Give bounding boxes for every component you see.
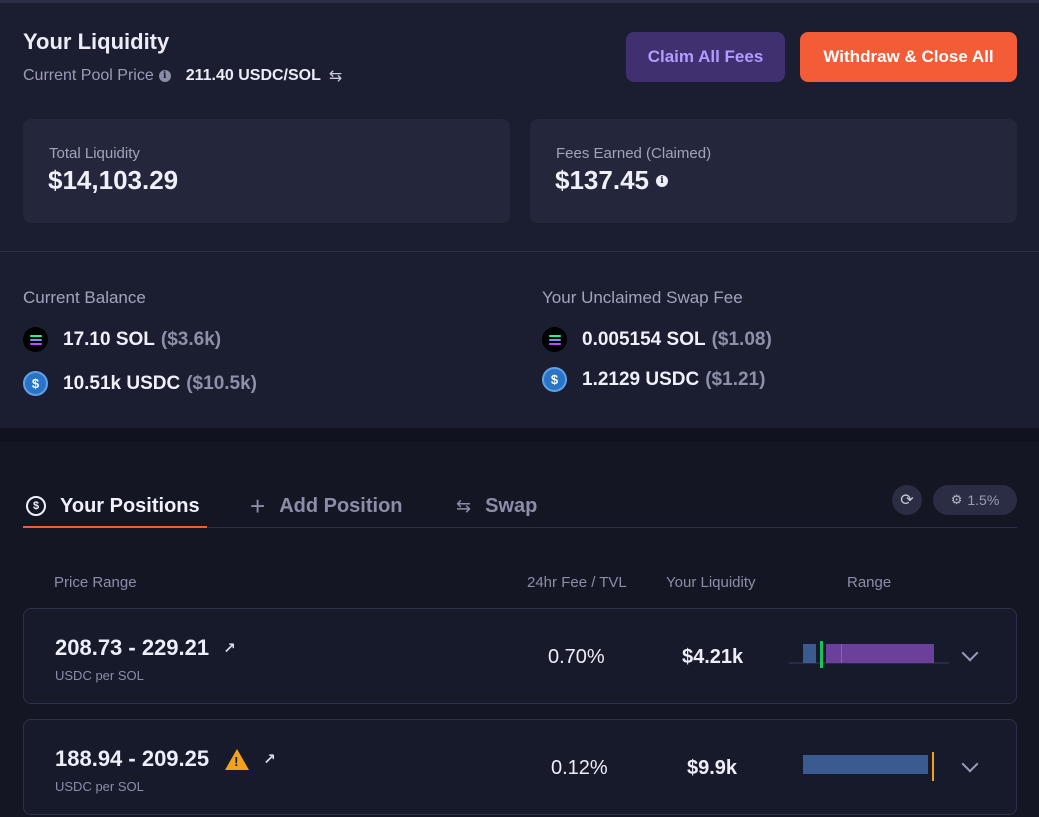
position-row[interactable]: 188.94 - 209.25 ! ↗ USDC per SOL 0.12% $… (23, 719, 1017, 815)
warning-icon: ! (225, 748, 250, 770)
balance-amount: 17.10 SOL (63, 328, 155, 350)
balance-amount: 10.51k USDC (63, 372, 181, 394)
position-liquidity: $9.9k (687, 757, 738, 779)
pool-price-label: Current Pool Price (23, 67, 154, 84)
slippage-value: 1.5% (967, 492, 1000, 508)
info-icon[interactable]: i (655, 174, 668, 187)
total-liquidity-value: $14,103.29 (48, 165, 178, 196)
sol-icon (23, 327, 48, 352)
tab-swap[interactable]: ⇆ Swap (456, 484, 537, 528)
balance-usd: ($3.6k) (160, 328, 222, 350)
unclaimed-amount: 0.005154 SOL (582, 328, 706, 350)
col-range: Range (847, 574, 892, 591)
position-unit: USDC per SOL (55, 668, 144, 683)
refresh-icon: ⟳ (900, 492, 914, 509)
fees-earned-card: Fees Earned (Claimed) $137.45 i (530, 119, 1017, 223)
liquidity-card: Your Liquidity Current Pool Price i 211.… (0, 0, 1039, 428)
position-range-value: 188.94 - 209.25 (55, 746, 210, 771)
usdc-icon: $ (23, 371, 48, 396)
balance-usd: ($10.5k) (186, 372, 258, 394)
balance-row-sol: 17.10 SOL ($3.6k) (23, 327, 221, 352)
fees-earned-value: $137.45 i (555, 165, 668, 196)
chevron-down-icon[interactable] (961, 644, 979, 662)
position-fee-tvl: 0.12% (551, 757, 608, 779)
active-tab-indicator (23, 526, 207, 528)
sol-icon (542, 327, 567, 352)
unclaimed-usd: ($1.08) (711, 328, 772, 350)
col-liquidity: Your Liquidity (666, 574, 756, 591)
tab-label: Swap (485, 494, 538, 517)
info-icon[interactable]: i (158, 70, 171, 82)
tab-label: Add Position (279, 494, 403, 517)
divider (0, 251, 1039, 252)
total-liquidity-label: Total Liquidity (49, 145, 140, 162)
fees-earned-label: Fees Earned (Claimed) (556, 145, 712, 162)
position-range: 188.94 - 209.25 ! ↗ (55, 746, 276, 772)
claim-all-fees-button[interactable]: Claim All Fees (626, 32, 785, 82)
plus-icon: + (250, 490, 266, 521)
total-liquidity-card: Total Liquidity $14,103.29 (23, 119, 510, 223)
pool-price: Current Pool Price i 211.40 USDC/SOL ⇆ (23, 66, 342, 86)
unclaimed-amount: 1.2129 USDC (582, 368, 700, 390)
chevron-down-icon[interactable] (961, 755, 979, 773)
usdc-icon: $ (542, 367, 567, 392)
total-liquidity-amount: $14,103.29 (48, 165, 179, 195)
unclaimed-fee-heading: Your Unclaimed Swap Fee (542, 288, 743, 307)
page-title: Your Liquidity (23, 29, 170, 54)
tab-your-positions[interactable]: $ Your Positions (26, 484, 200, 528)
unclaimed-row-usdc: $ 1.2129 USDC ($1.21) (542, 367, 765, 392)
position-range-value: 208.73 - 229.21 (55, 635, 210, 660)
tab-add-position[interactable]: + Add Position (250, 484, 403, 528)
external-link-icon[interactable]: ↗ (223, 640, 236, 657)
tab-label: Your Positions (60, 494, 200, 517)
external-link-icon[interactable]: ↗ (263, 751, 276, 768)
pool-price-value: 211.40 USDC/SOL (185, 67, 321, 84)
dollar-circle-icon: $ (26, 496, 46, 516)
position-row[interactable]: 208.73 - 229.21 ↗ USDC per SOL 0.70% $4.… (23, 608, 1017, 704)
swap-direction-icon[interactable]: ⇆ (328, 68, 343, 85)
position-range: 208.73 - 229.21 ↗ (55, 635, 236, 661)
slippage-button[interactable]: ⚙ 1.5% (933, 485, 1017, 515)
unclaimed-row-sol: 0.005154 SOL ($1.08) (542, 327, 772, 352)
col-fee-tvl: 24hr Fee / TVL (527, 574, 627, 591)
fees-earned-amount: $137.45 (555, 165, 649, 195)
current-balance-heading: Current Balance (23, 288, 146, 307)
balance-row-usdc: $ 10.51k USDC ($10.5k) (23, 371, 257, 396)
swap-arrows-icon: ⇆ (456, 495, 472, 516)
col-price-range: Price Range (54, 574, 137, 591)
range-bar-chart (803, 752, 934, 781)
sliders-icon: ⚙ (950, 492, 963, 507)
range-bar-chart (789, 641, 949, 668)
section-gap (0, 428, 1039, 442)
current-price-marker (820, 641, 823, 668)
position-unit: USDC per SOL (55, 779, 144, 794)
withdraw-close-all-button[interactable]: Withdraw & Close All (800, 32, 1017, 82)
positions-tabs: $ Your Positions + Add Position ⇆ Swap (23, 484, 1017, 528)
position-fee-tvl: 0.70% (548, 646, 605, 668)
current-price-marker (932, 752, 934, 781)
refresh-button[interactable]: ⟳ (892, 485, 922, 515)
unclaimed-usd: ($1.21) (705, 368, 766, 390)
position-liquidity: $4.21k (682, 646, 744, 668)
